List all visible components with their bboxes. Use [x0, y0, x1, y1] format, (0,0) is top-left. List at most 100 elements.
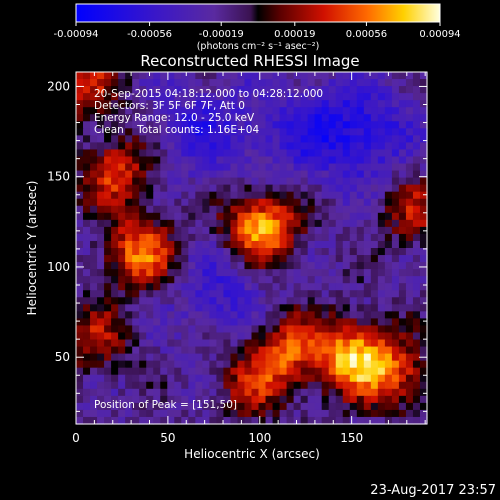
heatmap-cell — [90, 290, 98, 298]
heatmap-cell — [307, 198, 316, 207]
heatmap-cell — [370, 269, 379, 277]
heatmap-cell — [342, 276, 351, 284]
heatmap-cell — [167, 184, 175, 193]
heatmap-cell — [76, 255, 84, 263]
heatmap-cell — [104, 381, 112, 390]
heatmap-cell — [321, 93, 330, 101]
heatmap-cell — [419, 374, 428, 383]
heatmap-cell — [349, 79, 358, 87]
peak-position-label: Position of Peak = [151,50] — [94, 399, 237, 411]
heatmap-cell — [314, 248, 323, 256]
heatmap-cell — [349, 93, 358, 101]
heatmap-cell — [125, 135, 133, 143]
heatmap-cell — [314, 332, 323, 341]
heatmap-cell — [216, 142, 225, 151]
heatmap-cell — [363, 360, 372, 369]
heatmap-cell — [223, 142, 232, 151]
heatmap-cell — [412, 86, 421, 94]
heatmap-cell — [335, 374, 344, 383]
heatmap-cell — [153, 191, 161, 200]
heatmap-cell — [258, 163, 267, 172]
heatmap-cell — [174, 311, 182, 319]
heatmap-cell — [349, 409, 358, 418]
heatmap-cell — [293, 128, 302, 136]
heatmap-cell — [251, 226, 260, 235]
heatmap-cell — [132, 163, 140, 172]
heatmap-cell — [83, 283, 91, 291]
heatmap-cell — [174, 170, 182, 179]
heatmap-cell — [174, 184, 182, 193]
heatmap-cell — [83, 332, 91, 341]
heatmap-cell — [419, 325, 428, 334]
heatmap-cell — [202, 297, 210, 305]
heatmap-cell — [146, 93, 154, 101]
heatmap-cell — [342, 142, 351, 151]
heatmap-cell — [349, 367, 358, 376]
heatmap-cell — [76, 374, 84, 383]
heatmap-cell — [153, 100, 161, 108]
heatmap-cell — [286, 79, 295, 87]
heatmap-cell — [321, 409, 330, 418]
heatmap-cell — [139, 304, 147, 312]
heatmap-cell — [104, 240, 112, 249]
heatmap-cell — [314, 184, 323, 193]
heatmap-cell — [398, 142, 407, 151]
heatmap-cell — [188, 325, 196, 334]
heatmap-cell — [76, 297, 84, 305]
heatmap-cell — [97, 114, 105, 122]
heatmap-cell — [237, 325, 246, 334]
heatmap-cell — [405, 304, 414, 312]
heatmap-cell — [307, 72, 316, 80]
heatmap-cell — [195, 248, 203, 256]
heatmap-cell — [90, 283, 98, 291]
heatmap-cell — [209, 198, 217, 207]
heatmap-cell — [195, 290, 203, 298]
heatmap-cell — [272, 184, 281, 193]
heatmap-cell — [174, 325, 182, 334]
heatmap-cell — [167, 360, 175, 369]
heatmap-cell — [160, 416, 168, 425]
heatmap-cell — [188, 240, 196, 249]
heatmap-cell — [237, 107, 246, 115]
heatmap-cell — [307, 290, 316, 298]
heatmap-cell — [167, 226, 175, 235]
heatmap-cell — [111, 170, 119, 179]
heatmap-cell — [272, 128, 281, 136]
heatmap-cell — [258, 205, 267, 214]
heatmap-cell — [111, 233, 119, 242]
heatmap-cell — [230, 100, 239, 108]
heatmap-cell — [363, 170, 372, 179]
heatmap-cell — [321, 353, 330, 362]
heatmap-cell — [342, 79, 351, 87]
heatmap-cell — [104, 304, 112, 312]
heatmap-cell — [146, 205, 154, 214]
heatmap-cell — [314, 219, 323, 228]
heatmap-cell — [342, 205, 351, 214]
heatmap-cell — [209, 367, 217, 376]
heatmap-cell — [104, 191, 112, 200]
heatmap-cell — [118, 248, 126, 256]
heatmap-cell — [153, 339, 161, 348]
heatmap-cell — [97, 388, 105, 397]
heatmap-cell — [377, 346, 386, 355]
heatmap-cell — [335, 233, 344, 242]
heatmap-cell — [146, 184, 154, 193]
heatmap-cell — [153, 283, 161, 291]
heatmap-cell — [272, 297, 281, 305]
heatmap-cell — [216, 381, 225, 390]
heatmap-cell — [223, 177, 232, 186]
heatmap-cell — [237, 156, 246, 165]
heatmap-cell — [370, 191, 379, 200]
heatmap-cell — [349, 339, 358, 348]
heatmap-cell — [328, 93, 337, 101]
heatmap-cell — [174, 86, 182, 94]
heatmap-cell — [132, 381, 140, 390]
heatmap-cell — [83, 198, 91, 207]
heatmap-cell — [146, 276, 154, 284]
heatmap-cell — [363, 325, 372, 334]
heatmap-cell — [286, 290, 295, 298]
heatmap-cell — [216, 402, 225, 411]
heatmap-cell — [272, 219, 281, 228]
heatmap-cell — [195, 184, 203, 193]
heatmap-cell — [391, 332, 400, 341]
